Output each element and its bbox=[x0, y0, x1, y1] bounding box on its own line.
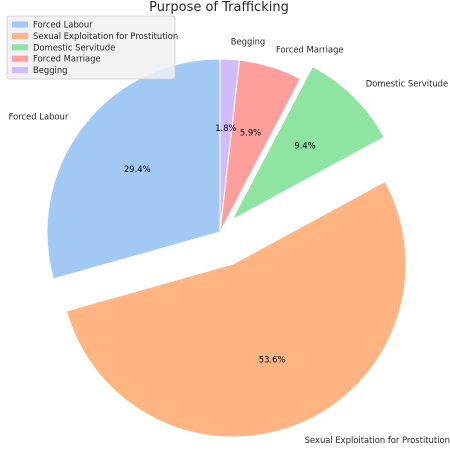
legend-swatch-domestic-servitude bbox=[12, 44, 28, 51]
slice-label-domestic-servitude: Domestic Servitude bbox=[366, 79, 448, 89]
percent-label-begging: 1.8% bbox=[215, 123, 236, 133]
legend-swatch-forced-labour bbox=[12, 21, 28, 28]
slice-label-forced-marriage: Forced Marriage bbox=[276, 45, 344, 55]
legend-label-domestic-servitude: Domestic Servitude bbox=[33, 42, 115, 52]
slice-label-forced-labour: Forced Labour bbox=[9, 112, 69, 122]
slice-sexual-exploitation-for-prostitution bbox=[65, 180, 407, 438]
percent-label-forced-labour: 29.4% bbox=[124, 164, 151, 174]
percent-label-domestic-servitude: 9.4% bbox=[294, 140, 315, 150]
slice-labels: Forced Labour 29.4% Sexual Exploitation fo… bbox=[9, 37, 450, 445]
legend-swatch-forced-marriage bbox=[12, 55, 28, 62]
slice-forced-labour bbox=[46, 58, 221, 280]
legend-swatch-sexual-exploitation-for-prostitution bbox=[12, 32, 28, 39]
legend-label-forced-marriage: Forced Marriage bbox=[33, 54, 101, 64]
legend-swatch-begging bbox=[12, 67, 28, 74]
legend-box bbox=[6, 15, 176, 80]
percent-label-forced-marriage: 5.9% bbox=[240, 127, 261, 137]
slice-label-sexual-exploitation-for-prostitution: Sexual Exploitation for Prostitution bbox=[305, 435, 450, 445]
slice-label-begging: Begging bbox=[231, 37, 265, 47]
legend-label-sexual-exploitation-for-prostitution: Sexual Exploitation for Prostitution bbox=[33, 31, 178, 41]
legend-label-begging: Begging bbox=[33, 65, 67, 75]
chart-title: Purpose of Trafficking bbox=[149, 0, 289, 15]
legend-label-forced-labour: Forced Labour bbox=[33, 20, 93, 30]
percent-label-sexual-exploitation-for-prostitution: 53.6% bbox=[259, 355, 286, 365]
pie-slices bbox=[46, 58, 407, 438]
slice-domestic-servitude bbox=[230, 65, 385, 221]
slice-begging bbox=[219, 58, 241, 233]
